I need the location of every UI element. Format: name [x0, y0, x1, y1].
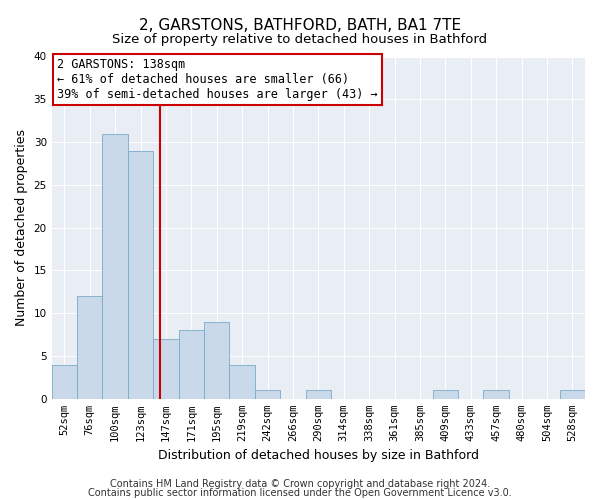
Y-axis label: Number of detached properties: Number of detached properties	[15, 129, 28, 326]
Bar	[255, 390, 280, 399]
Bar	[484, 390, 509, 399]
Bar	[179, 330, 204, 399]
Bar	[103, 134, 128, 399]
Bar	[52, 364, 77, 399]
Bar	[153, 339, 179, 399]
Text: Size of property relative to detached houses in Bathford: Size of property relative to detached ho…	[112, 32, 488, 46]
Text: 2 GARSTONS: 138sqm
← 61% of detached houses are smaller (66)
39% of semi-detache: 2 GARSTONS: 138sqm ← 61% of detached hou…	[57, 58, 377, 101]
Bar	[77, 296, 103, 399]
Bar	[433, 390, 458, 399]
Bar	[560, 390, 585, 399]
Text: 2, GARSTONS, BATHFORD, BATH, BA1 7TE: 2, GARSTONS, BATHFORD, BATH, BA1 7TE	[139, 18, 461, 32]
Text: Contains HM Land Registry data © Crown copyright and database right 2024.: Contains HM Land Registry data © Crown c…	[110, 479, 490, 489]
Bar	[229, 364, 255, 399]
Bar	[305, 390, 331, 399]
Bar	[128, 150, 153, 399]
Text: Contains public sector information licensed under the Open Government Licence v3: Contains public sector information licen…	[88, 488, 512, 498]
X-axis label: Distribution of detached houses by size in Bathford: Distribution of detached houses by size …	[158, 450, 479, 462]
Bar	[204, 322, 229, 399]
